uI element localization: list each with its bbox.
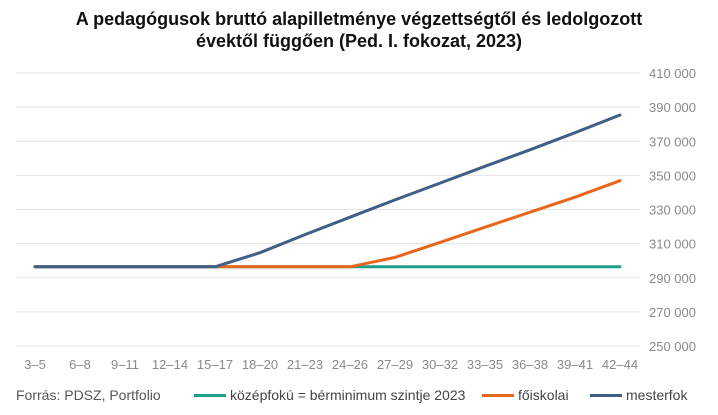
source-note: Forrás: PDSZ, Portfolio	[16, 387, 161, 403]
x-tick-label: 12–14	[152, 357, 188, 372]
legend-item-kozepfoku: középfokú = bérminimum szintje 2023	[194, 387, 465, 403]
legend-swatch-mesterfok	[590, 393, 622, 397]
x-tick-label: 18–20	[242, 357, 278, 372]
y-tick-label: 270 000	[649, 305, 696, 320]
chart-title-line-2: évektől függően (Ped. I. fokozat, 2023)	[195, 31, 523, 51]
y-tick-label: 310 000	[649, 237, 696, 252]
x-tick-label: 6–8	[69, 357, 91, 372]
x-tick-label: 39–41	[557, 357, 593, 372]
x-tick-label: 27–29	[377, 357, 413, 372]
legend-label-kozepfoku: középfokú = bérminimum szintje 2023	[230, 387, 466, 403]
x-tick-label: 36–38	[512, 357, 548, 372]
y-tick-label: 350 000	[649, 168, 696, 183]
legend-label-mesterfok: mesterfok	[626, 387, 688, 403]
legend-item-mesterfok: mesterfok	[590, 387, 687, 403]
y-tick-label: 330 000	[649, 203, 696, 218]
x-tick-label: 3–5	[24, 357, 46, 372]
chart-title: A pedagógusok bruttó alapilletménye végz…	[0, 8, 718, 52]
y-tick-label: 410 000	[649, 66, 696, 81]
legend-item-foiskolai: főiskolai	[482, 387, 569, 403]
chart-title-line-1: A pedagógusok bruttó alapilletménye végz…	[75, 9, 643, 29]
x-tick-label: 42–44	[602, 357, 638, 372]
series-line-foiskolai	[33, 179, 622, 269]
y-tick-label: 370 000	[649, 134, 696, 149]
legend-swatch-foiskolai	[482, 393, 514, 397]
x-tick-label: 33–35	[467, 357, 503, 372]
legend-label-foiskolai: főiskolai	[518, 387, 569, 403]
x-tick-label: 24–26	[332, 357, 368, 372]
x-tick-label: 9–11	[111, 357, 139, 372]
legend-swatch-kozepfoku	[194, 393, 226, 397]
x-tick-label: 21–23	[287, 357, 323, 372]
x-tick-label: 15–17	[197, 357, 233, 372]
y-tick-label: 290 000	[649, 271, 696, 286]
y-tick-label: 250 000	[649, 339, 696, 354]
series-line-mesterfok	[33, 113, 622, 269]
y-tick-label: 390 000	[649, 100, 696, 115]
x-tick-label: 30–32	[422, 357, 458, 372]
